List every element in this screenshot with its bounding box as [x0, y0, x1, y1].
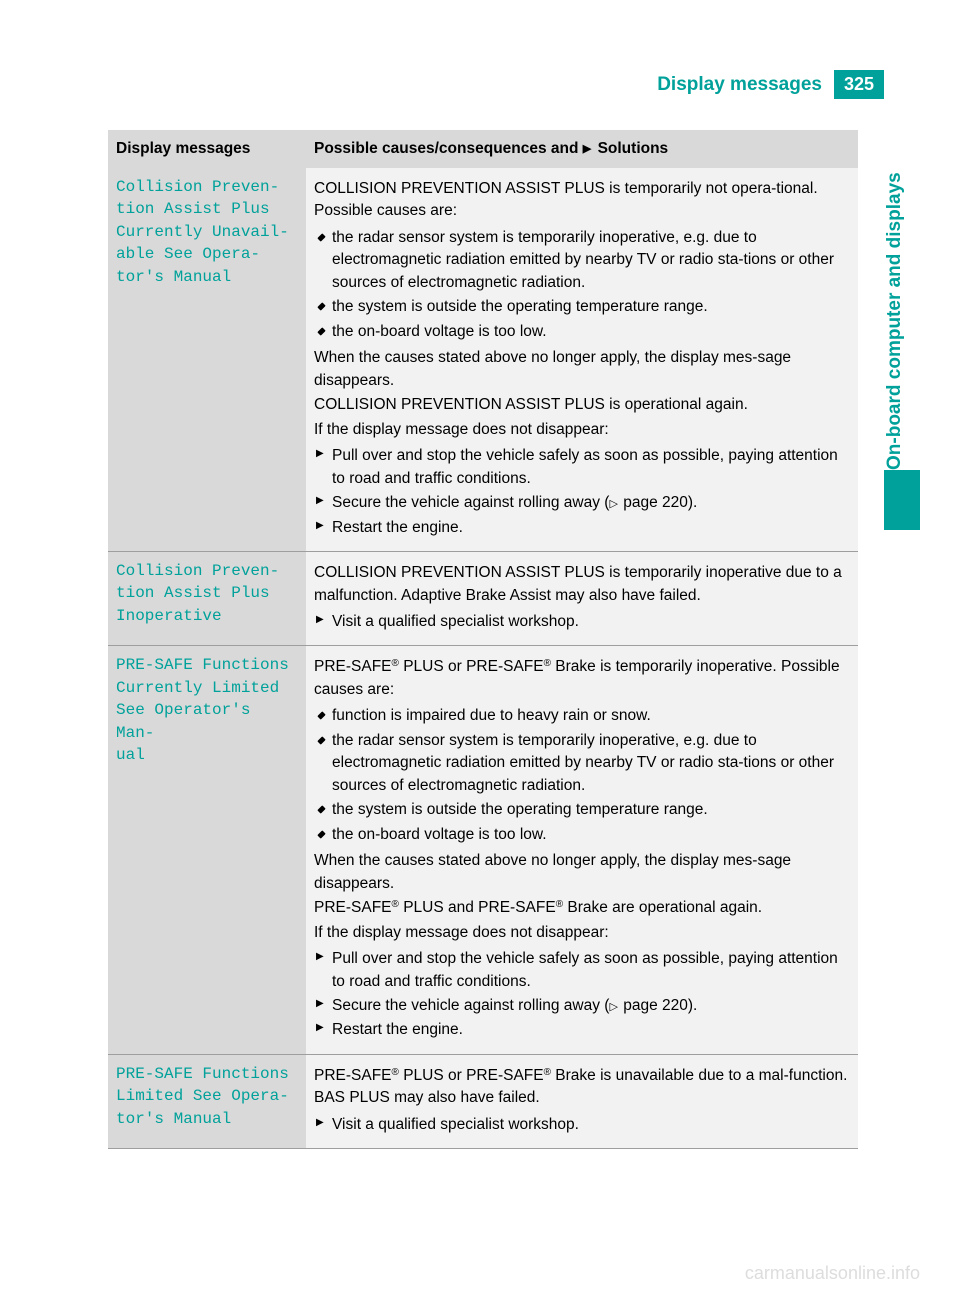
col2-header-suffix: Solutions: [593, 140, 668, 157]
list-item: the system is outside the operating temp…: [332, 296, 850, 318]
message-cell: PRE-SAFE Functions Limited See Opera‐ to…: [108, 1054, 306, 1148]
table-row: PRE-SAFE Functions Limited See Opera‐ to…: [108, 1054, 858, 1148]
page-header: Display messages 325: [657, 70, 884, 99]
solution-cell: PRE-SAFE® PLUS or PRE-SAFE® Brake is una…: [306, 1054, 858, 1148]
side-tab-block: [884, 470, 920, 530]
registered-icon: ®: [556, 899, 563, 910]
intro-text: PRE-SAFE® PLUS or PRE-SAFE® Brake is una…: [314, 1065, 850, 1110]
registered-icon: ®: [392, 658, 399, 669]
list-item: the radar sensor system is temporarily i…: [332, 227, 850, 294]
registered-icon: ®: [392, 1067, 399, 1078]
message-text: PRE-SAFE Functions Currently Limited See…: [116, 656, 289, 764]
body-text: COLLISION PREVENTION ASSIST PLUS is oper…: [314, 394, 850, 416]
action-list: Visit a qualified specialist workshop.: [314, 611, 850, 633]
message-text: Collision Preven‐ tion Assist Plus Inope…: [116, 562, 279, 625]
list-item: the radar sensor system is temporarily i…: [332, 730, 850, 797]
message-cell: PRE-SAFE Functions Currently Limited See…: [108, 646, 306, 1055]
list-item: Pull over and stop the vehicle safely as…: [332, 445, 850, 490]
page-ref: 220: [662, 997, 688, 1014]
message-text: PRE-SAFE Functions Limited See Opera‐ to…: [116, 1065, 289, 1128]
body-text: PRE-SAFE® PLUS and PRE-SAFE® Brake are o…: [314, 897, 850, 919]
pageref-icon: ▷: [609, 1000, 617, 1016]
registered-icon: ®: [544, 1067, 551, 1078]
message-cell: Collision Preven‐ tion Assist Plus Inope…: [108, 552, 306, 646]
col2-header-prefix: Possible causes/consequences and: [314, 140, 583, 157]
side-tab: On-board computer and displays: [884, 135, 920, 565]
page-ref: 220: [662, 494, 688, 511]
list-item: Restart the engine.: [332, 517, 850, 539]
body-text: When the causes stated above no longer a…: [314, 347, 850, 392]
solution-cell: COLLISION PREVENTION ASSIST PLUS is temp…: [306, 552, 858, 646]
body-text: When the causes stated above no longer a…: [314, 850, 850, 895]
side-tab-label: On-board computer and displays: [884, 135, 906, 470]
body-text: If the display message does not disappea…: [314, 922, 850, 944]
action-list: Pull over and stop the vehicle safely as…: [314, 948, 850, 1042]
content-area: Display messages Possible causes/consequ…: [108, 130, 858, 1149]
message-cell: Collision Preven‐ tion Assist Plus Curre…: [108, 168, 306, 552]
bullet-list: function is impaired due to heavy rain o…: [314, 705, 850, 846]
table-row: Collision Preven‐ tion Assist Plus Inope…: [108, 552, 858, 646]
list-item: Secure the vehicle against rolling away …: [332, 995, 850, 1017]
intro-text: COLLISION PREVENTION ASSIST PLUS is temp…: [314, 178, 850, 223]
header-title: Display messages: [657, 74, 822, 96]
registered-icon: ®: [392, 899, 399, 910]
message-text: Collision Preven‐ tion Assist Plus Curre…: [116, 178, 289, 286]
column-header-messages: Display messages: [108, 130, 306, 168]
list-item: Visit a qualified specialist workshop.: [332, 611, 850, 633]
list-item: Secure the vehicle against rolling away …: [332, 492, 850, 514]
pageref-icon: ▷: [609, 497, 617, 513]
watermark: carmanualsonline.info: [745, 1263, 920, 1284]
list-item: Visit a qualified specialist workshop.: [332, 1114, 850, 1136]
body-text: If the display message does not disappea…: [314, 419, 850, 441]
table-body: Collision Preven‐ tion Assist Plus Curre…: [108, 168, 858, 1149]
action-list: Visit a qualified specialist workshop.: [314, 1114, 850, 1136]
bullet-list: the radar sensor system is temporarily i…: [314, 227, 850, 343]
page-number: 325: [834, 70, 884, 99]
list-item: the on-board voltage is too low.: [332, 824, 850, 846]
registered-icon: ®: [544, 658, 551, 669]
list-item: Restart the engine.: [332, 1019, 850, 1041]
intro-text: PRE-SAFE® PLUS or PRE-SAFE® Brake is tem…: [314, 656, 850, 701]
list-item: the system is outside the operating temp…: [332, 799, 850, 821]
column-header-solutions: Possible causes/consequences and ▶ Solut…: [306, 130, 858, 168]
solution-cell: COLLISION PREVENTION ASSIST PLUS is temp…: [306, 168, 858, 552]
intro-text: COLLISION PREVENTION ASSIST PLUS is temp…: [314, 562, 850, 607]
list-item: Pull over and stop the vehicle safely as…: [332, 948, 850, 993]
list-item: function is impaired due to heavy rain o…: [332, 705, 850, 727]
action-list: Pull over and stop the vehicle safely as…: [314, 445, 850, 539]
table-row: Collision Preven‐ tion Assist Plus Curre…: [108, 168, 858, 552]
list-item: the on-board voltage is too low.: [332, 321, 850, 343]
solutions-arrow-icon: ▶: [583, 142, 591, 155]
solution-cell: PRE-SAFE® PLUS or PRE-SAFE® Brake is tem…: [306, 646, 858, 1055]
table-row: PRE-SAFE Functions Currently Limited See…: [108, 646, 858, 1055]
messages-table: Display messages Possible causes/consequ…: [108, 130, 858, 1149]
